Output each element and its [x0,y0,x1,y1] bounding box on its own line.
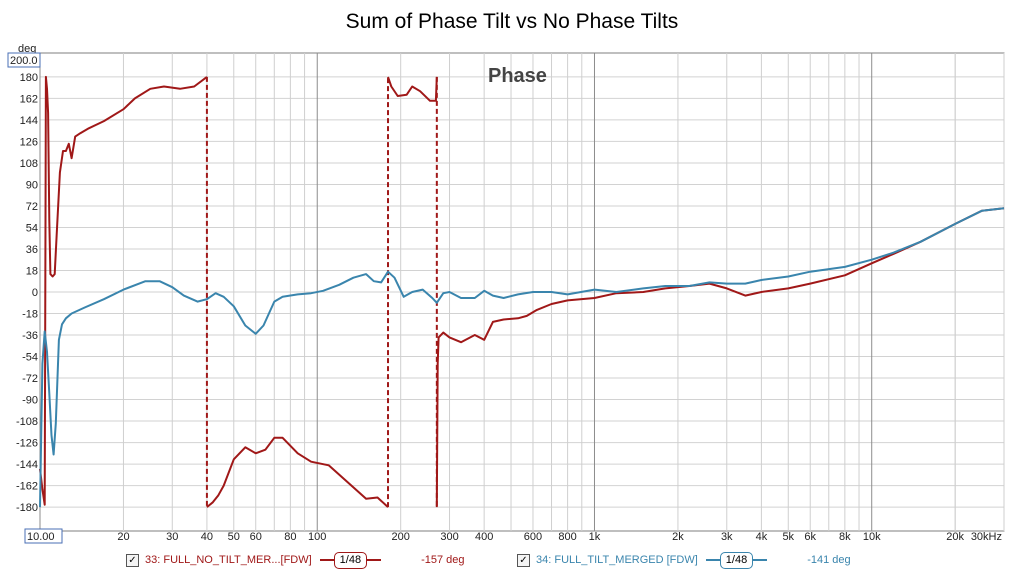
x-tick-label: 200 [392,531,410,543]
y-tick-label: 18 [26,265,38,277]
smoothing-box-1[interactable]: 1/48 [319,551,382,569]
x-tick-label: 3k [721,531,733,543]
y-tick-label: 126 [20,136,38,148]
x-tick-label: 8k [839,531,851,543]
phase-chart[interactable]: 18016214412610890725436180-18-36-54-72-9… [0,0,1024,548]
y-tick-label: 0 [32,287,38,299]
smoothing-value-2[interactable]: 1/48 [719,551,754,569]
chart-title: Sum of Phase Tilt vs No Phase Tilts [345,10,679,33]
y-tick-label: 36 [26,244,38,256]
legend-value-1: -157 deg [421,554,465,566]
y-tick-label: -144 [16,459,38,471]
legend-value-2: -141 deg [807,554,851,566]
legend-name-2: 34: FULL_TILT_MERGED [FDW] [536,554,698,566]
x-tick-label: 4k [756,531,768,543]
y-tick-label: -180 [16,502,38,514]
y-tick-label: 144 [20,115,38,127]
x-left-label[interactable]: 10.00 [27,531,55,543]
series-1-line [387,76,438,102]
smoothing-box-2[interactable]: 1/48 [705,551,768,569]
x-tick-label: 20k [946,531,964,543]
y-tick-label: -18 [22,309,38,321]
checkbox-series-2[interactable]: ✓ [517,553,530,567]
grid [39,53,1005,531]
y-tick-label: 90 [26,179,38,191]
x-tick-label: 30 [166,531,178,543]
checkbox-series-1[interactable]: ✓ [126,553,139,567]
legend-series-2[interactable]: ✓ 34: FULL_TILT_MERGED [FDW] 1/48 -141 d… [517,548,851,572]
x-tick-label: 300 [440,531,458,543]
x-axis-ticks: 20 30 40 50 60 80 100 200 300 400 600 800 1k 2k 3k 4k 5k… [117,531,1002,543]
y-tick-label: 54 [26,222,38,234]
y-axis-ticks: 18016214412610890725436180-18-36-54-72-9… [16,72,38,514]
series-2-group [39,207,1005,508]
y-top-box[interactable] [7,52,41,68]
x-tick-label: 400 [475,531,493,543]
legend-series-1[interactable]: ✓ 33: FULL_NO_TILT_MER...[FDW] 1/48 -157… [126,548,465,572]
phase-annotation: Phase [488,65,547,87]
x-tick-label: 50 [228,531,240,543]
series-1-group [39,75,1005,508]
x-tick-label: 60 [250,531,262,543]
x-tick-label: 2k [672,531,684,543]
x-tick-label: 20 [117,531,129,543]
x-tick-label: 40 [201,531,213,543]
y-tick-label: 72 [26,201,38,213]
y-tick-label: 162 [20,93,38,105]
y-tick-label: -90 [22,395,38,407]
y-tick-label: -72 [22,373,38,385]
x-tick-label: 600 [524,531,542,543]
y-tick-label: -36 [22,330,38,342]
legend-name-1: 33: FULL_NO_TILT_MER...[FDW] [145,554,312,566]
x-left-box[interactable] [24,528,63,544]
series-1-line [206,436,389,508]
series-lines [39,75,1005,508]
x-tick-label: 1k [589,531,601,543]
x-tick-label: 10k [863,531,881,543]
y-top-label[interactable]: 200.0 [10,55,38,67]
y-tick-label: -162 [16,481,38,493]
y-tick-label: -108 [16,416,38,428]
y-tick-label: -126 [16,438,38,450]
series-2-line [39,207,1005,508]
y-unit-label: deg [18,43,36,55]
y-tick-label: 108 [20,158,38,170]
y-tick-label: 180 [20,72,38,84]
series-1-line [39,75,208,506]
x-tick-label: 800 [558,531,576,543]
x-tick-label: 5k [782,531,794,543]
y-tick-label: -54 [22,352,38,364]
x-tick-label: 30kHz [971,531,1002,543]
x-tick-label: 6k [804,531,816,543]
x-tick-label: 100 [308,531,326,543]
x-tick-label: 80 [284,531,296,543]
series-1-line [435,207,1005,508]
smoothing-value-1[interactable]: 1/48 [333,551,368,569]
